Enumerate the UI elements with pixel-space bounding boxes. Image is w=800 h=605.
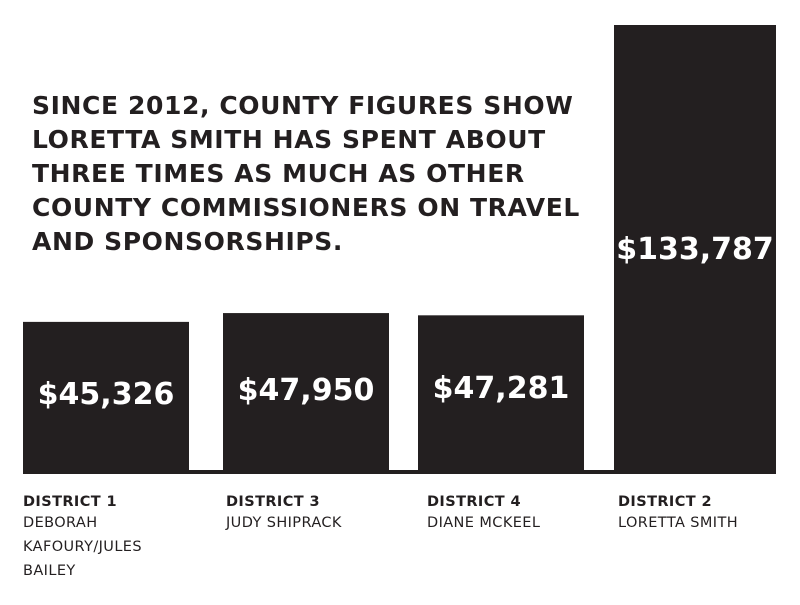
bar-district-1 xyxy=(23,321,189,474)
bar-district-4 xyxy=(418,315,584,474)
chart-title-line: LORETTA SMITH HAS SPENT ABOUT xyxy=(32,125,546,154)
member-label-district-1: DEBORAH KAFOURY/JULES BAILEY xyxy=(23,511,142,583)
chart-title-line: THREE TIMES AS MUCH AS OTHER xyxy=(32,159,525,188)
member-label-district-4: DIANE MCKEEL xyxy=(427,511,540,535)
chart-title-line: SINCE 2012, COUNTY FIGURES SHOW xyxy=(32,91,574,120)
bar-value-label: $133,787 xyxy=(616,232,774,267)
bar-value-label: $47,950 xyxy=(238,373,375,408)
chart-title-line: AND SPONSORSHIPS. xyxy=(32,227,343,256)
member-name-line: DIANE MCKEEL xyxy=(427,515,541,531)
member-name-line: BAILEY xyxy=(23,563,76,579)
member-label-district-3: JUDY SHIPRACK xyxy=(226,511,342,535)
category-label-district-3: DISTRICT 3 xyxy=(226,494,320,510)
member-name-line: LORETTA SMITH xyxy=(618,515,739,531)
bar-value-label: $47,281 xyxy=(433,371,570,406)
category-label-district-2: DISTRICT 2 xyxy=(618,494,712,510)
x-axis-baseline xyxy=(23,470,776,474)
chart-title: SINCE 2012, COUNTY FIGURES SHOW LORETTA … xyxy=(32,89,602,259)
chart-title-line: COUNTY COMMISSIONERS ON TRAVEL xyxy=(32,193,580,222)
member-name-line: DEBORAH xyxy=(23,515,98,531)
member-label-district-2: LORETTA SMITH xyxy=(618,511,738,535)
member-name-line: KAFOURY/JULES xyxy=(23,539,142,555)
bar-value-label: $45,326 xyxy=(38,377,175,412)
category-label-district-1: DISTRICT 1 xyxy=(23,494,117,510)
bar-district-3 xyxy=(223,313,389,474)
member-name-line: JUDY SHIPRACK xyxy=(226,515,342,531)
bar-district-2 xyxy=(614,25,776,474)
category-label-district-4: DISTRICT 4 xyxy=(427,494,521,510)
